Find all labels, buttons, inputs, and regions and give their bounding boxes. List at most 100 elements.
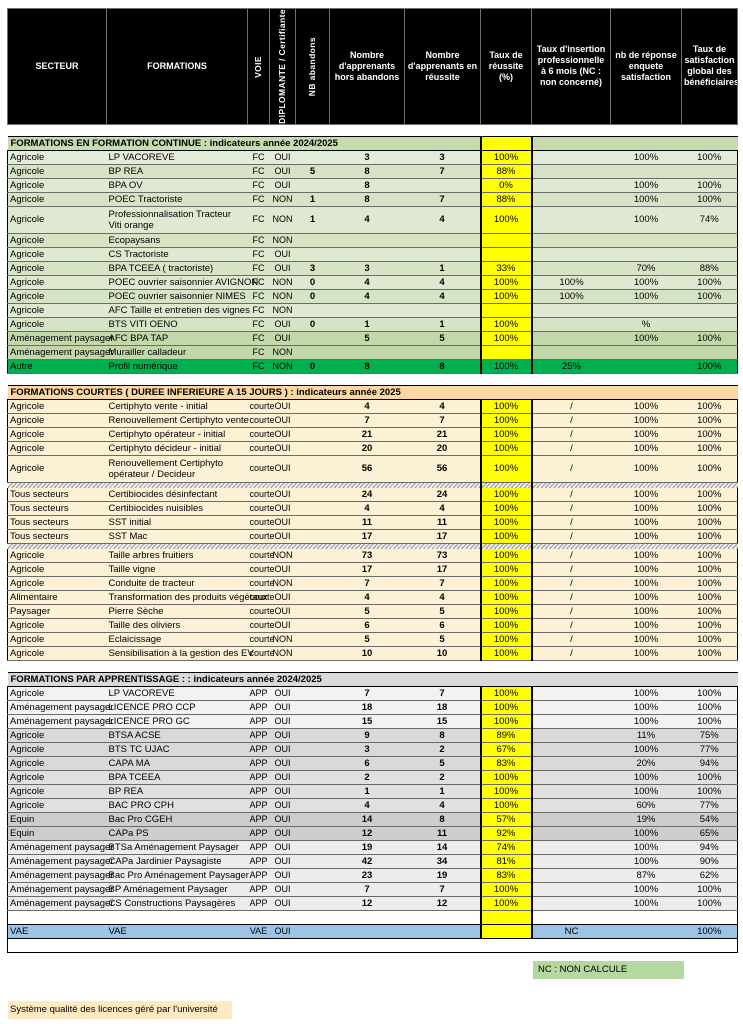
diplomante-cell: OUI [269,618,296,633]
apprenants-hors-abandons-cell: 15 [329,714,405,729]
insertion-cell: / [531,604,611,619]
nb-reponses-cell: 87% [610,868,682,883]
apprenants-hors-abandons-cell: 6 [329,618,405,633]
formation-cell: BTSA ACSE [106,728,248,743]
formation-cell: Taille des oliviers [106,618,248,633]
satisfaction-cell: 100% [681,289,738,304]
taux-reussite-cell: 57% [479,812,533,827]
insertion-cell [531,686,611,701]
apprenants-reussite-cell: 5 [404,756,481,771]
diplomante-cell: OUI [269,604,296,619]
footer-note: Système qualité des licences géré par l'… [8,1000,232,1019]
section-title: FORMATIONS EN FORMATION CONTINUE : indic… [7,135,481,151]
table-row: Tous secteurs Certibiocides nuisibles cour… [7,501,738,516]
insertion-cell: / [531,618,611,633]
table-row: Agricole Taille vigne courte OUI 17 17 100%/10… [7,562,738,577]
apprenants-reussite-cell: 5 [404,331,481,346]
taux-reussite-cell [479,345,533,360]
diplomante-cell: OUI [269,150,296,165]
formation-cell: POEC ouvrier saisonnier AVIGNON [106,275,259,290]
satisfaction-cell: 77% [681,798,738,813]
nb-abandons-cell [295,562,330,577]
voie-cell: FC [247,150,270,165]
secteur-cell: Autre [7,359,107,374]
secteur-cell: Agricole [7,164,107,179]
insertion-cell: 100% [531,275,611,290]
satisfaction-cell: 75% [681,728,738,743]
table-row: Aménagement paysager BP Aménagement Paysa… [7,882,738,897]
voie-cell: APP [247,854,270,869]
diplomante-cell: OUI [269,515,296,530]
voie-cell: APP [247,770,270,785]
secteur-cell: Agricole [7,756,107,771]
table-row: Agricole Taille arbres fruitiers courte NON… [7,548,738,563]
table-row: Equin CAPa PS APP OUI 12 11 92% 100% 65% [7,826,738,841]
table-row [7,910,738,925]
taux-reussite-cell: 100% [479,576,533,591]
secteur-cell [7,910,107,925]
taux-reussite-cell: 100% [479,686,533,701]
apprenants-hors-abandons-cell: 24 [329,487,405,502]
nb-reponses-cell: 100% [610,896,682,911]
diplomante-cell: OUI [269,784,296,799]
voie-cell: FC [247,247,270,262]
nb-abandons-cell [295,854,330,869]
voie-cell: APP [247,784,270,799]
insertion-cell [531,345,611,360]
nb-reponses-cell: 100% [610,686,682,701]
diplomante-cell: OUI [269,770,296,785]
formation-cell: LP VACOREVE [106,150,248,165]
insertion-cell [531,882,611,897]
nb-reponses-cell: 100% [610,455,682,483]
taux-reussite-cell: 100% [479,590,533,605]
table-row: Agricole BPA TCEEA ( tractoriste) FC OUI 3 3 1… [7,261,738,276]
insertion-cell [531,854,611,869]
nb-reponses-cell: 60% [610,798,682,813]
diplomante-cell: NON [269,345,296,360]
satisfaction-cell: 100% [681,399,738,414]
apprenants-hors-abandons-cell: 5 [329,632,405,647]
apprenants-hors-abandons-cell: 8 [329,359,405,374]
satisfaction-cell: 100% [681,562,738,577]
taux-reussite-cell [479,923,533,939]
diplomante-cell: OUI [269,399,296,414]
diplomante-cell: OUI [269,686,296,701]
taux-reussite-cell: 100% [479,548,533,563]
taux-reussite-cell: 100% [479,618,533,633]
secteur-cell: Aménagement paysager [7,896,114,911]
apprenants-reussite-cell: 34 [404,854,481,869]
satisfaction-cell: 100% [681,427,738,442]
satisfaction-cell: 100% [681,604,738,619]
apprenants-hors-abandons-cell [329,923,405,939]
nb-abandons-cell [295,742,330,757]
formation-cell: Certiphyto vente - initial [106,399,248,414]
apprenants-reussite-cell: 56 [404,455,481,483]
formation-cell: BTS VITI OENO [106,317,248,332]
taux-reussite-cell: 100% [479,331,533,346]
diplomante-cell: OUI [269,441,296,456]
formation-cell: CS Constructions Paysagères [106,896,248,911]
voie-cell: APP [247,812,270,827]
apprenants-hors-abandons-cell: 9 [329,728,405,743]
indicators-table: SECTEUR FORMATIONS VOIE DIPLOMANTE / Certif… [7,8,738,953]
insertion-cell [531,164,611,179]
column-header-taux-satisfaction: Taux de satisfaction global des bénéfici… [681,8,738,125]
diplomante-cell: OUI [269,742,296,757]
nb-abandons-cell [295,345,330,360]
voie-cell: courte [247,618,275,633]
nb-reponses-cell: 100% [610,289,682,304]
apprenants-reussite-cell: 19 [404,868,481,883]
satisfaction-cell: 100% [681,548,738,563]
formation-cell: Taille vigne [106,562,248,577]
table-row: Agricole BPA OV FC OUI 8 0% 100% 100% [7,178,738,193]
voie-cell: VAE [247,923,270,939]
voie-cell: courte [247,399,275,414]
column-header-label: DIPLOMANTE / Certifiante [277,9,287,124]
spacer [531,124,738,137]
apprenants-hors-abandons-cell: 4 [329,399,405,414]
insertion-cell [531,798,611,813]
column-header-nb-abandons: NB abandons [295,8,330,125]
satisfaction-cell: 100% [681,896,738,911]
satisfaction-cell: 100% [681,576,738,591]
apprenants-reussite-cell: 10 [404,646,481,661]
